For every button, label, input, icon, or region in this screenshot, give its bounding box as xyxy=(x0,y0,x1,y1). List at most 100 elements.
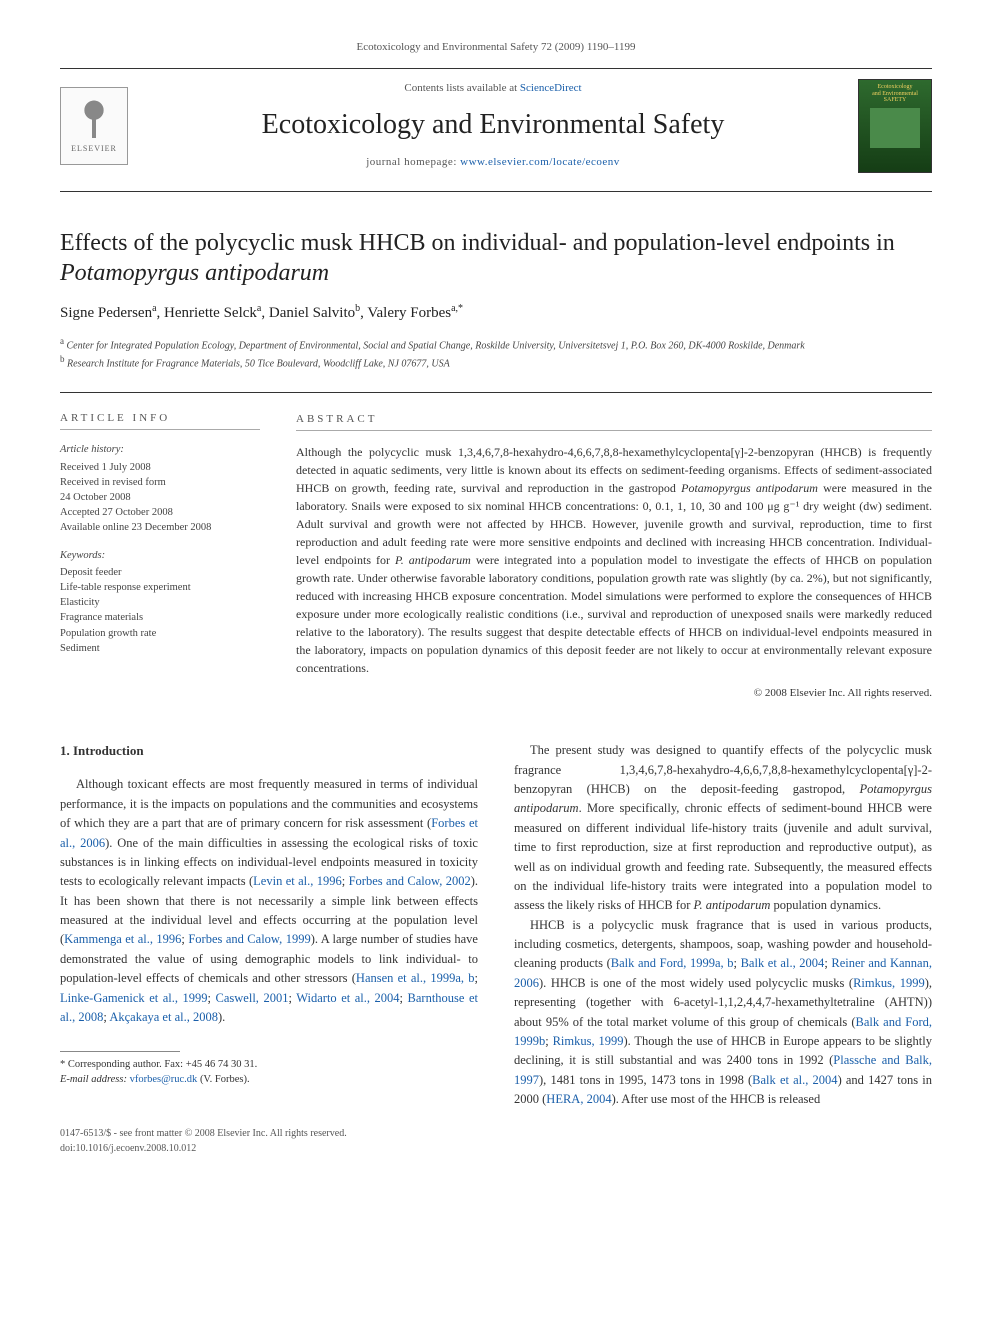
p1g: ; xyxy=(475,971,478,985)
doi-line: doi:10.1016/j.ecoenv.2008.10.012 xyxy=(60,1142,932,1157)
ref-balk-2004-2[interactable]: Balk et al., 2004 xyxy=(752,1073,837,1087)
left-column: 1. Introduction Although toxicant effect… xyxy=(60,741,478,1109)
journal-title: Ecotoxicology and Environmental Safety xyxy=(140,105,846,146)
abstract-head: ABSTRACT xyxy=(296,411,932,431)
p1l: ). xyxy=(218,1010,225,1024)
footnote-corresponding: * Corresponding author. Fax: +45 46 74 3… xyxy=(60,1058,478,1073)
elsevier-tree-icon xyxy=(72,97,116,141)
ref-rimkus-1999-2[interactable]: Rimkus, 1999 xyxy=(553,1034,624,1048)
author-4: , Valery Forbes xyxy=(360,305,451,321)
affiliation-a: a Center for Integrated Population Ecolo… xyxy=(60,335,932,353)
kw-1: Deposit feeder xyxy=(60,565,260,580)
p1a: Although toxicant effects are most frequ… xyxy=(60,777,478,830)
affiliation-b: b Research Institute for Fragrance Mater… xyxy=(60,353,932,371)
issn-line: 0147-6513/$ - see front matter © 2008 El… xyxy=(60,1127,932,1142)
rp1-sp2: P. antipodarum xyxy=(694,898,771,912)
p1c: ; xyxy=(342,874,349,888)
ref-linke-gamenick-1999[interactable]: Linke-Gamenick et al., 1999 xyxy=(60,991,208,1005)
copyright: © 2008 Elsevier Inc. All rights reserved… xyxy=(296,685,932,702)
ref-akcakaya-2008[interactable]: Akçakaya et al., 2008 xyxy=(109,1010,218,1024)
p1j: ; xyxy=(400,991,408,1005)
ref-levin-1996[interactable]: Levin et al., 1996 xyxy=(253,874,342,888)
info-abstract-row: ARTICLE INFO Article history: Received 1… xyxy=(60,392,932,701)
ref-balk-ford-1999ab[interactable]: Balk and Ford, 1999a, b xyxy=(611,956,734,970)
cover-text-3: SAFETY xyxy=(884,97,907,104)
aff-b-text: Research Institute for Fragrance Materia… xyxy=(65,358,450,369)
abs-1c: were integrated into a population model … xyxy=(296,553,932,675)
rp2j: ). After use most of the HHCB is release… xyxy=(612,1092,821,1106)
rp2f: ; xyxy=(545,1034,552,1048)
aff-a-text: Center for Integrated Population Ecology… xyxy=(64,340,805,351)
kw-4: Fragrance materials xyxy=(60,610,260,625)
kw-2: Life-table response experiment xyxy=(60,580,260,595)
body-columns: 1. Introduction Although toxicant effect… xyxy=(60,741,932,1109)
keywords-block: Keywords: Deposit feeder Life-table resp… xyxy=(60,548,260,657)
keywords-label: Keywords: xyxy=(60,548,260,563)
abstract: ABSTRACT Although the polycyclic musk 1,… xyxy=(296,411,932,701)
ref-forbes-calow-2002[interactable]: Forbes and Calow, 2002 xyxy=(349,874,471,888)
online: Available online 23 December 2008 xyxy=(60,520,260,535)
rp2b: ; xyxy=(734,956,741,970)
article-history-block: Article history: Received 1 July 2008 Re… xyxy=(60,442,260,535)
right-column: The present study was designed to quanti… xyxy=(514,741,932,1109)
abstract-para: Although the polycyclic musk 1,3,4,6,7,8… xyxy=(296,443,932,677)
authors: Signe Pedersena, Henriette Selcka, Danie… xyxy=(60,302,932,325)
contents-prefix: Contents lists available at xyxy=(404,82,519,94)
contents-line: Contents lists available at ScienceDirec… xyxy=(140,81,846,97)
fn-email-name: (V. Forbes). xyxy=(197,1074,249,1085)
email-link[interactable]: vforbes@ruc.dk xyxy=(127,1074,197,1085)
section-1-head: 1. Introduction xyxy=(60,741,478,761)
affiliations: a Center for Integrated Population Ecolo… xyxy=(60,335,932,371)
rp2h: ), 1481 tons in 1995, 1473 tons in 1998 … xyxy=(539,1073,752,1087)
ref-hansen-1999[interactable]: Hansen et al., 1999a, b xyxy=(356,971,475,985)
elsevier-label: ELSEVIER xyxy=(71,143,117,155)
homepage-link[interactable]: www.elsevier.com/locate/ecoenv xyxy=(460,156,620,168)
homepage-line: journal homepage: www.elsevier.com/locat… xyxy=(140,155,846,171)
article-info-head: ARTICLE INFO xyxy=(60,411,260,430)
kw-5: Population growth rate xyxy=(60,626,260,641)
journal-cover: Ecotoxicology and Environmental SAFETY xyxy=(858,79,932,173)
revised-1: Received in revised form xyxy=(60,475,260,490)
ref-forbes-calow-1999[interactable]: Forbes and Calow, 1999 xyxy=(188,932,310,946)
p1h: ; xyxy=(208,991,216,1005)
revised-2: 24 October 2008 xyxy=(60,490,260,505)
received: Received 1 July 2008 xyxy=(60,460,260,475)
title-text: Effects of the polycyclic musk HHCB on i… xyxy=(60,230,895,256)
cover-image-placeholder xyxy=(870,108,920,148)
footnote-email: E-mail address: vforbes@ruc.dk (V. Forbe… xyxy=(60,1073,478,1088)
rp1c: population dynamics. xyxy=(770,898,881,912)
author-3: , Daniel Salvito xyxy=(261,305,355,321)
abs-sp2: P. antipodarum xyxy=(395,553,471,567)
header-center: Contents lists available at ScienceDirec… xyxy=(128,81,858,171)
ref-widarto-2004[interactable]: Widarto et al., 2004 xyxy=(296,991,399,1005)
abs-sp1: Potamopyrgus antipodarum xyxy=(681,481,818,495)
ref-kammenga-1996[interactable]: Kammenga et al., 1996 xyxy=(64,932,181,946)
sciencedirect-link[interactable]: ScienceDirect xyxy=(520,82,582,94)
ref-caswell-2001[interactable]: Caswell, 2001 xyxy=(216,991,289,1005)
ref-hera-2004[interactable]: HERA, 2004 xyxy=(546,1092,611,1106)
accepted: Accepted 27 October 2008 xyxy=(60,505,260,520)
title-species: Potamopyrgus antipodarum xyxy=(60,260,329,286)
history-label: Article history: xyxy=(60,442,260,457)
cover-text-2: and Environmental xyxy=(872,91,918,98)
r-p2: HHCB is a polycyclic musk fragrance that… xyxy=(514,916,932,1110)
fn-email-label: E-mail address: xyxy=(60,1074,127,1085)
author-1: Signe Pedersen xyxy=(60,305,152,321)
author-4-aff: a,* xyxy=(451,303,463,314)
rp2d: ). HHCB is one of the most widely used p… xyxy=(539,976,853,990)
r-p1: The present study was designed to quanti… xyxy=(514,741,932,915)
page-footer: 0147-6513/$ - see front matter © 2008 El… xyxy=(60,1127,932,1156)
ref-rimkus-1999[interactable]: Rimkus, 1999 xyxy=(853,976,925,990)
author-2: , Henriette Selck xyxy=(157,305,257,321)
rp1b: . More specifically, chronic effects of … xyxy=(514,801,932,912)
kw-6: Sediment xyxy=(60,641,260,656)
cover-text-1: Ecotoxicology xyxy=(878,84,913,91)
article-title: Effects of the polycyclic musk HHCB on i… xyxy=(60,228,932,288)
intro-p1: Although toxicant effects are most frequ… xyxy=(60,775,478,1027)
elsevier-logo: ELSEVIER xyxy=(60,87,128,165)
article-info: ARTICLE INFO Article history: Received 1… xyxy=(60,411,260,701)
journal-header: ELSEVIER Contents lists available at Sci… xyxy=(60,68,932,192)
homepage-prefix: journal homepage: xyxy=(366,156,460,168)
kw-3: Elasticity xyxy=(60,595,260,610)
ref-balk-2004[interactable]: Balk et al., 2004 xyxy=(741,956,825,970)
